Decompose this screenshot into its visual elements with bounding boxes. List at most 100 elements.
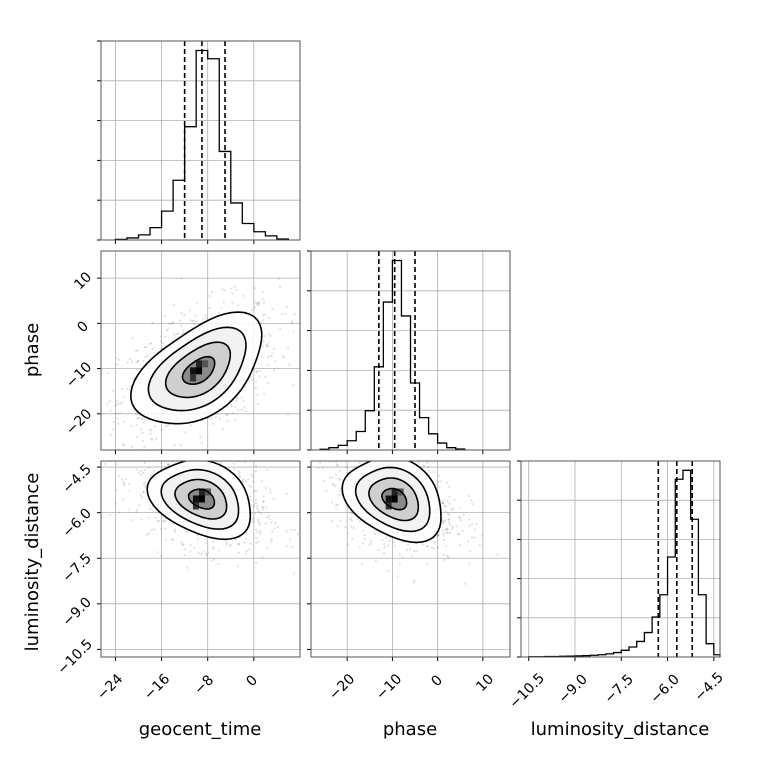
scatter-point: [116, 463, 119, 466]
scatter-point: [139, 428, 142, 431]
contour-line: [174, 478, 228, 520]
scatter-point: [146, 354, 149, 357]
scatter-point: [448, 502, 451, 505]
scatter-point: [237, 543, 240, 546]
contour-line: [146, 461, 252, 541]
y-tick-label: −6.0: [59, 505, 94, 540]
scatter-point: [443, 520, 446, 523]
scatter-point: [135, 423, 138, 426]
scatter-point: [374, 453, 376, 455]
contour-line: [164, 341, 232, 399]
contour-line: [341, 461, 442, 544]
scatter-point: [346, 456, 348, 458]
scatter-point: [189, 544, 192, 547]
scatter-point: [270, 521, 273, 524]
scatter-point: [180, 541, 183, 544]
contour-line: [147, 326, 247, 412]
scatter-point: [436, 546, 439, 549]
scatter-point: [481, 534, 484, 537]
scatter-point: [354, 455, 356, 457]
scatter-point: [255, 370, 258, 373]
scatter-point: [430, 546, 433, 549]
scatter-point: [143, 481, 146, 484]
scatter-point: [446, 555, 450, 558]
scatter-point: [473, 528, 476, 531]
scatter-point: [254, 498, 258, 501]
scatter-point: [156, 519, 159, 522]
scatter-point: [254, 528, 258, 531]
x-tick-label: −20: [326, 671, 358, 703]
scatter-point: [140, 417, 144, 420]
scatter-point: [464, 582, 467, 585]
scatter-point: [374, 532, 377, 536]
scatter-point: [142, 491, 145, 494]
scatter-point: [319, 461, 322, 464]
scatter-point: [328, 476, 332, 479]
scatter-point: [141, 431, 144, 434]
scatter-point: [364, 538, 367, 541]
scatter-point: [320, 458, 322, 460]
scatter-point: [447, 518, 450, 521]
scatter-point: [238, 471, 241, 474]
scatter-point: [152, 469, 155, 472]
scatter-point: [269, 334, 272, 338]
scatter-point: [207, 551, 210, 554]
x-tick-label: −16: [141, 671, 173, 703]
scatter-point: [262, 508, 265, 511]
scatter-point: [336, 504, 339, 507]
scatter-point: [115, 412, 118, 415]
scatter-point: [177, 457, 179, 459]
scatter-point: [455, 525, 458, 528]
scatter-point: [346, 543, 349, 546]
scatter-point: [445, 554, 448, 557]
scatter-point: [270, 538, 273, 541]
scatter-point: [427, 545, 430, 548]
scatter-point: [268, 316, 271, 320]
scatter-point: [441, 501, 444, 505]
scatter-point: [260, 320, 263, 323]
scatter-point: [173, 333, 176, 336]
scatter-point: [383, 545, 386, 549]
scatter-point: [287, 413, 290, 416]
scatter-point: [162, 519, 165, 522]
scatter-point: [280, 313, 283, 316]
scatter-point: [258, 511, 261, 514]
scatter-point: [185, 452, 187, 454]
scatter-point: [229, 543, 232, 547]
scatter-point: [348, 517, 351, 521]
scatter-point: [103, 462, 106, 466]
scatter-point: [383, 542, 386, 546]
scatter-point: [262, 319, 265, 322]
scatter-point: [445, 531, 448, 534]
scatter-point: [265, 345, 268, 348]
y-tick-labels-phase: 10 0 −10 −20: [63, 269, 95, 438]
scatter-point: [168, 322, 171, 325]
scatter-point: [204, 314, 207, 317]
scatter-point: [262, 495, 265, 498]
scatter-point: [278, 277, 281, 280]
scatter-point: [434, 542, 437, 545]
scatter-point: [261, 345, 264, 348]
scatter-point: [135, 350, 138, 353]
scatter-point: [496, 553, 499, 556]
scatter-point: [205, 554, 208, 557]
scatter-point: [131, 519, 134, 522]
y-axis-label-phase: phase: [22, 323, 43, 377]
scatter-point: [260, 512, 263, 515]
joint-content: [101, 277, 296, 450]
scatter-point: [123, 482, 126, 485]
scatter-point: [255, 561, 258, 565]
scatter-point: [257, 540, 260, 543]
scatter-point: [160, 467, 163, 470]
scatter-point: [171, 322, 174, 325]
scatter-point: [136, 349, 139, 352]
scatter-point: [184, 431, 187, 434]
scatter-point: [359, 520, 362, 523]
scatter-point: [257, 301, 260, 305]
scatter-point: [117, 474, 120, 477]
density-cell: [391, 488, 398, 496]
scatter-point: [260, 355, 263, 359]
scatter-point: [381, 455, 383, 457]
scatter-point: [214, 416, 217, 419]
scatter-point: [345, 465, 348, 468]
